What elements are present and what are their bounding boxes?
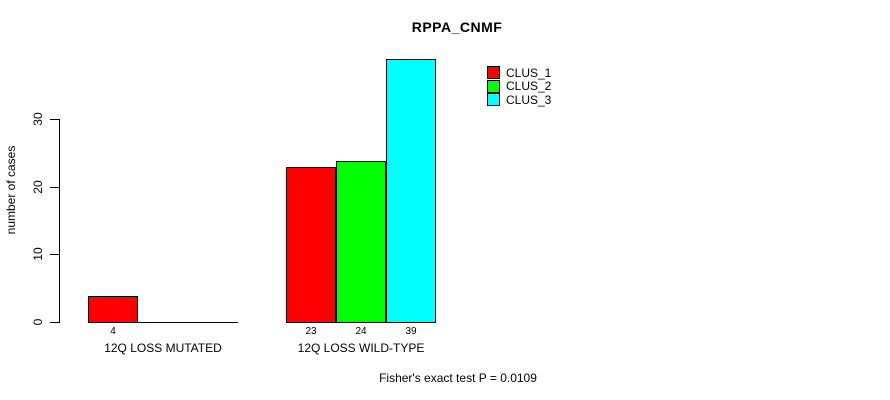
y-tick-label: 10 xyxy=(31,247,45,261)
bar-clus_2-group2 xyxy=(336,161,386,323)
legend-label: CLUS_2 xyxy=(506,79,552,94)
bar-value-label: 4 xyxy=(110,326,116,337)
bar-value-label: 24 xyxy=(355,326,367,337)
category-label: 12Q LOSS MUTATED xyxy=(104,341,222,355)
legend-swatch-clus_1 xyxy=(487,66,500,80)
legend-label: CLUS_3 xyxy=(506,92,552,107)
bar-value-label: 23 xyxy=(305,326,317,337)
category-label: 12Q LOSS WILD-TYPE xyxy=(297,341,425,355)
bar-clus_2-group1-zero xyxy=(138,322,188,323)
legend-label: CLUS_1 xyxy=(506,65,552,80)
legend-swatch-clus_3 xyxy=(487,93,500,107)
y-tick-label: 0 xyxy=(31,318,45,326)
bar-clus_3-group1-zero xyxy=(188,322,238,323)
y-tick-mark xyxy=(50,322,60,323)
y-axis-line xyxy=(59,119,60,323)
legend-swatch-clus_2 xyxy=(487,79,500,93)
y-tick-label: 20 xyxy=(31,180,45,194)
bar-clus_3-group2 xyxy=(386,59,436,323)
legend: CLUS_1 CLUS_2 CLUS_3 xyxy=(487,66,551,107)
fisher-test-annotation: Fisher's exact test P = 0.0109 xyxy=(379,371,537,385)
legend-row: CLUS_1 xyxy=(487,66,551,80)
legend-row: CLUS_2 xyxy=(487,79,552,94)
chart-title: RPPA_CNMF xyxy=(411,19,503,35)
y-tick-label: 30 xyxy=(31,112,45,126)
y-tick-mark xyxy=(50,254,60,255)
bar-value-label: 39 xyxy=(405,326,417,337)
y-tick-mark xyxy=(50,119,60,120)
y-tick-mark xyxy=(50,187,60,188)
bar-clus_1-group1 xyxy=(88,296,138,323)
bar-clus_1-group2 xyxy=(286,167,336,323)
legend-row: CLUS_3 xyxy=(487,93,551,107)
